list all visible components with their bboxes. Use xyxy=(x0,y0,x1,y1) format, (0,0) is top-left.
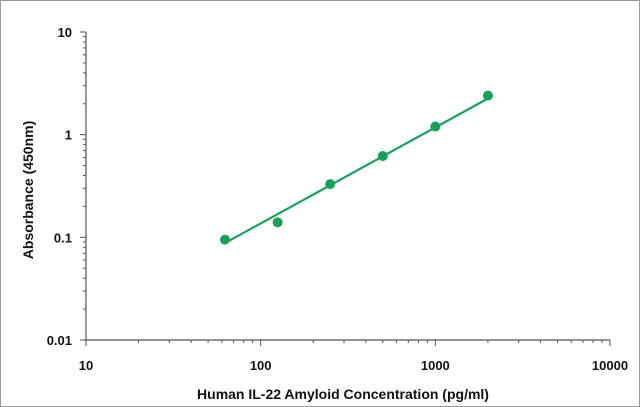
x-axis-title: Human IL-22 Amyloid Concentration (pg/ml… xyxy=(197,386,489,402)
y-tick-label: 0.1 xyxy=(54,230,72,245)
x-tick-label: 10 xyxy=(79,358,93,373)
data-point xyxy=(430,121,441,132)
y-tick-label: 1 xyxy=(65,128,72,143)
y-tick-label: 0.01 xyxy=(47,333,72,348)
axes xyxy=(85,32,610,341)
y-tick-label: 10 xyxy=(58,25,72,40)
axis-ticks xyxy=(80,31,611,346)
tick-labels: 0.01 0.1 1 10 10 100 1000 10000 xyxy=(47,25,628,373)
data-point xyxy=(220,234,231,245)
trendline xyxy=(224,97,489,244)
data-points xyxy=(220,90,493,245)
y-axis-title: Absorbance (450nm) xyxy=(20,121,36,259)
data-point xyxy=(325,179,336,190)
x-tick-label: 100 xyxy=(250,358,272,373)
data-point xyxy=(272,217,283,228)
x-tick-label: 1000 xyxy=(421,358,450,373)
x-tick-label: 10000 xyxy=(592,358,628,373)
trendline-group xyxy=(224,97,489,244)
data-point xyxy=(482,90,493,101)
data-point xyxy=(377,150,388,161)
